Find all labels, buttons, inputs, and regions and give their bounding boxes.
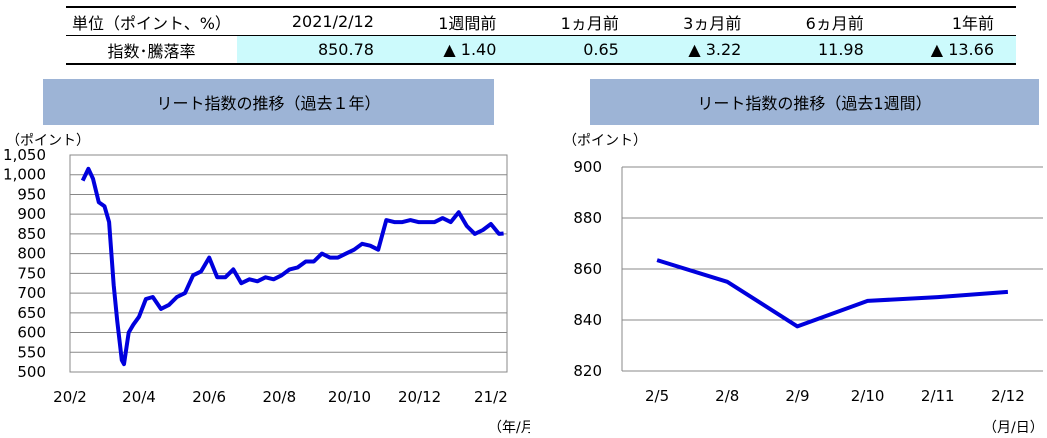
x-tick-label: 21/2 <box>474 388 508 406</box>
y-tick-label: 900 <box>17 205 46 223</box>
x-tick-label: 2/11 <box>921 387 955 405</box>
y-tick-label: 550 <box>17 343 46 361</box>
x-tick-label: 2/10 <box>851 387 885 405</box>
plot-frame <box>69 154 508 373</box>
summary-6month-value: 11.98 <box>763 35 886 65</box>
summary-row-label: 指数･騰落率 <box>66 35 237 65</box>
series-line <box>80 166 504 367</box>
summary-3month-header: 3ヵ月前 <box>640 6 764 36</box>
y-tick-label: 860 <box>573 260 602 278</box>
summary-value-row: 指数･騰落率 850.78 ▲ 1.40 0.65 ▲ 3.22 11.98 ▲… <box>66 35 1016 65</box>
series-line <box>656 258 1009 329</box>
x-tick-label: 2/9 <box>785 387 809 405</box>
x-tick-label: 20/10 <box>328 388 371 406</box>
summary-unit-header: 単位（ポイント、%） <box>66 6 237 36</box>
summary-3month-value: ▲ 3.22 <box>640 35 764 65</box>
y-tick-label: 850 <box>17 225 46 243</box>
y-tick-label: 1,000 <box>3 166 46 184</box>
summary-6month-header: 6ヵ月前 <box>763 6 886 36</box>
x-tick-label: 20/8 <box>262 388 296 406</box>
y-tick-label: 840 <box>573 311 602 329</box>
chart1-plot: 5005506006507007508008509009501,0001,050… <box>3 133 530 436</box>
y-tick-label: 800 <box>17 245 46 263</box>
summary-table: 単位（ポイント、%） 2021/2/12 1週間前 1ヵ月前 3ヵ月前 6ヵ月前… <box>66 6 1016 65</box>
y-tick-label: 1,050 <box>3 146 46 164</box>
summary-index-value: 850.78 <box>237 35 396 65</box>
y-tick-label: 820 <box>573 362 602 380</box>
summary-1month-value: 0.65 <box>518 35 641 65</box>
y-tick-label: 650 <box>17 304 46 322</box>
x-tick-label: 20/12 <box>398 388 441 406</box>
x-tick-label: 2/5 <box>645 387 669 405</box>
summary-1week-header: 1週間前 <box>395 6 519 36</box>
y-axis-label: （ポイント） <box>563 133 647 149</box>
chart1-title: リート指数の推移（過去１年） <box>43 79 494 125</box>
y-tick-label: 600 <box>17 324 46 342</box>
y-tick-label: 500 <box>17 363 46 381</box>
y-tick-label: 750 <box>17 264 46 282</box>
x-tick-label: 20/4 <box>122 388 156 406</box>
summary-header-row: 単位（ポイント、%） 2021/2/12 1週間前 1ヵ月前 3ヵ月前 6ヵ月前… <box>66 6 1016 36</box>
x-tick-label: 2/12 <box>991 387 1025 405</box>
x-axis-label: （月/日） <box>983 420 1044 436</box>
chart2-plot: 820 840 860 880 900 2/5 2/8 2/9 2/10 2/11 2/12 （ポイン… <box>563 133 1044 436</box>
y-axis-label: （ポイント） <box>6 133 90 149</box>
y-tick-label: 900 <box>573 158 602 176</box>
chart2-title: リート指数の推移（過去1週間） <box>590 79 1039 125</box>
x-tick-label: 20/6 <box>192 388 226 406</box>
x-axis-label: （年/月） <box>488 420 530 436</box>
y-tick-label: 880 <box>573 209 602 227</box>
summary-1month-header: 1ヵ月前 <box>518 6 641 36</box>
summary-1week-value: ▲ 1.40 <box>395 35 519 65</box>
x-tick-label: 20/2 <box>53 388 87 406</box>
summary-1year-value: ▲ 13.66 <box>885 35 1016 65</box>
x-tick-label: 2/8 <box>715 387 739 405</box>
y-tick-label: 950 <box>17 185 46 203</box>
summary-date-header: 2021/2/12 <box>237 6 396 36</box>
summary-1year-header: 1年前 <box>885 6 1016 36</box>
y-tick-label: 700 <box>17 284 46 302</box>
